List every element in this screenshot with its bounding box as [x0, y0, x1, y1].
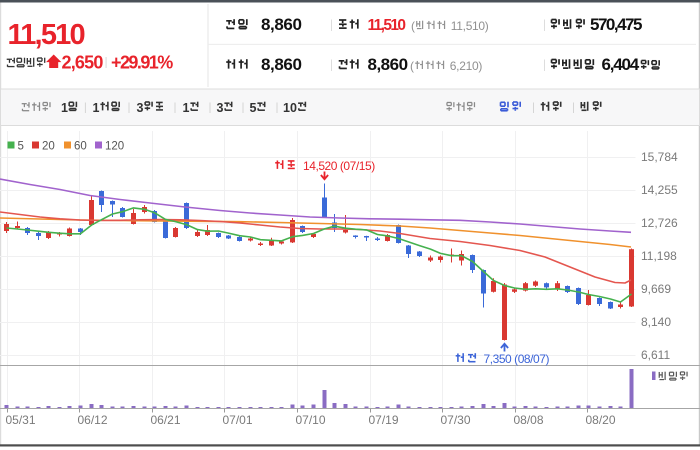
svg-text:07/10: 07/10: [296, 413, 326, 427]
svg-text:8,860: 8,860: [261, 15, 302, 34]
svg-text:12,726: 12,726: [641, 216, 678, 230]
svg-text:08/20: 08/20: [586, 413, 616, 427]
svg-text:9,669: 9,669: [641, 282, 671, 296]
svg-text:07/01: 07/01: [223, 413, 253, 427]
svg-text:3: 3: [137, 101, 144, 115]
svg-text:6,404: 6,404: [602, 55, 640, 74]
svg-text:07/19: 07/19: [369, 413, 399, 427]
svg-text:06/12: 06/12: [78, 413, 108, 427]
svg-text:+29.91%: +29.91%: [111, 53, 173, 73]
svg-text:8,860: 8,860: [368, 55, 408, 74]
svg-text:14,255: 14,255: [641, 183, 678, 197]
svg-text:2,650: 2,650: [62, 53, 104, 73]
svg-text:570,475: 570,475: [590, 15, 642, 34]
svg-text:06/21: 06/21: [151, 413, 181, 427]
svg-text:1: 1: [183, 101, 190, 115]
svg-text:14,520 (07/15): 14,520 (07/15): [303, 159, 375, 173]
svg-text:15,784: 15,784: [641, 150, 678, 164]
svg-text:6,210): 6,210): [450, 59, 483, 73]
svg-text:5: 5: [250, 101, 257, 115]
svg-text:(: (: [411, 19, 415, 33]
svg-text:20: 20: [42, 141, 55, 153]
svg-text:(: (: [410, 59, 414, 73]
svg-text:1: 1: [61, 101, 68, 115]
svg-text:11,510): 11,510): [451, 19, 489, 33]
svg-text:120: 120: [105, 141, 124, 153]
svg-text:11,198: 11,198: [641, 249, 677, 263]
svg-text:8,140: 8,140: [641, 315, 671, 329]
svg-text:07/30: 07/30: [441, 413, 471, 427]
svg-text:1: 1: [93, 101, 100, 115]
svg-text:3: 3: [217, 101, 224, 115]
svg-text:11,510: 11,510: [368, 17, 406, 34]
svg-text:7,350 (08/07): 7,350 (08/07): [484, 352, 550, 366]
svg-text:10: 10: [283, 101, 297, 115]
svg-text:05/31: 05/31: [6, 413, 36, 427]
svg-text:11,510: 11,510: [8, 19, 85, 51]
svg-text:08/08: 08/08: [514, 413, 544, 427]
svg-text:6,611: 6,611: [641, 348, 670, 362]
svg-text:60: 60: [74, 141, 87, 153]
svg-text:8,860: 8,860: [261, 55, 302, 74]
svg-text:5: 5: [18, 141, 24, 153]
